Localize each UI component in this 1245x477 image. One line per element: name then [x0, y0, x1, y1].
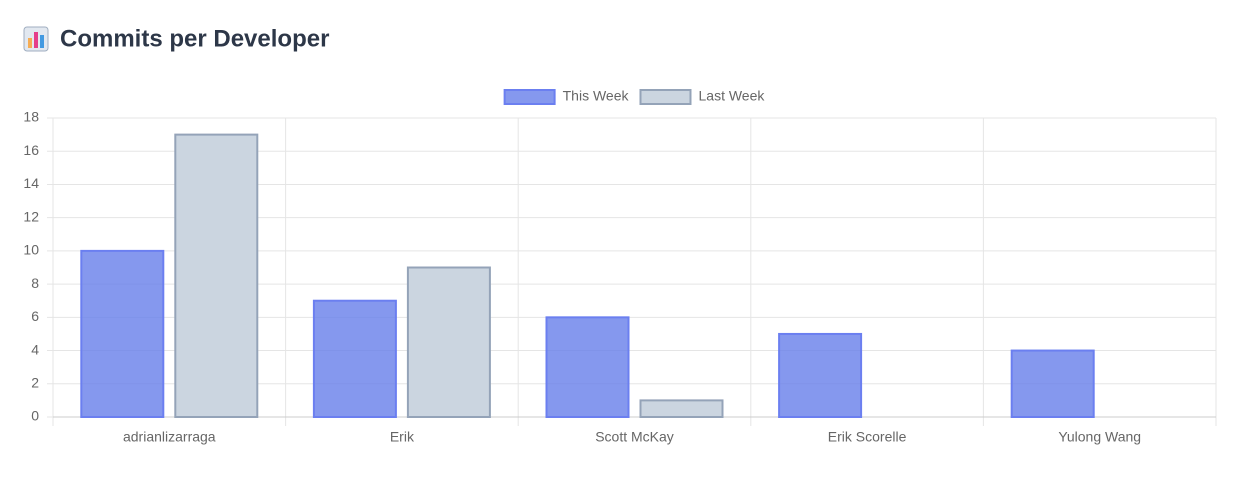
chart-title: Commits per Developer [60, 25, 329, 52]
bar [1010, 349, 1095, 418]
y-tick-label: 12 [23, 208, 39, 224]
y-tick-label: 4 [31, 341, 39, 357]
y-tick-label: 8 [31, 275, 39, 291]
bar [174, 133, 259, 418]
x-tick-label: Erik [390, 429, 415, 445]
x-tick-label: Erik Scorelle [828, 429, 907, 445]
legend: This Week Last Week [503, 88, 765, 105]
legend-label: Last Week [698, 88, 765, 104]
y-tick-label: 0 [31, 408, 39, 424]
y-tick-label: 14 [23, 175, 39, 191]
bar [312, 299, 397, 419]
x-tick-label: Yulong Wang [1058, 429, 1141, 445]
title-icon [23, 26, 49, 52]
y-tick-label: 16 [23, 142, 39, 158]
bar [80, 249, 165, 418]
legend-label: This Week [563, 88, 630, 104]
legend-swatch [503, 89, 556, 105]
y-tick-label: 10 [23, 242, 39, 258]
bar [545, 316, 630, 419]
x-tick-label: Scott McKay [595, 429, 674, 445]
y-tick-label: 2 [31, 374, 39, 390]
x-tick-label: adrianlizarraga [123, 429, 216, 445]
legend-swatch [639, 89, 692, 105]
bar [639, 399, 724, 418]
bar [778, 332, 863, 419]
y-tick-label: 18 [23, 109, 39, 125]
bar [406, 266, 491, 418]
y-tick-label: 6 [31, 308, 39, 324]
